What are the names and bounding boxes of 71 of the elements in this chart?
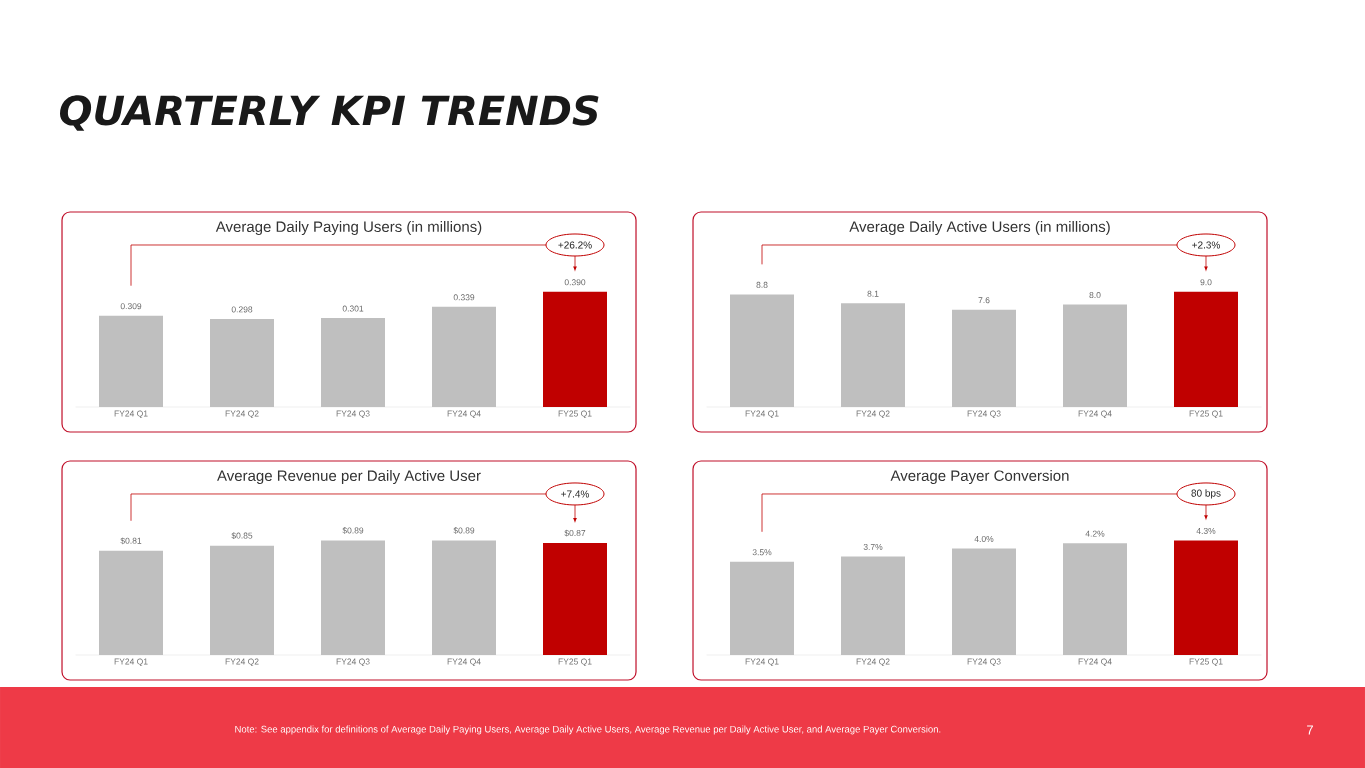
- bar: [321, 318, 386, 407]
- data-label: 4.0%: [974, 535, 994, 542]
- data-label: 0.309: [120, 303, 142, 310]
- text: QUARTERLY KPI TRENDS: [59, 95, 599, 131]
- x-tick-label: FY24 Q4: [447, 658, 481, 667]
- data-label: 3.5%: [752, 549, 772, 556]
- bar: [99, 550, 164, 655]
- text: +7.4%: [561, 490, 589, 498]
- x-tick-label: FY24 Q3: [336, 410, 370, 419]
- bar: [1063, 304, 1127, 407]
- data-label: $0.81: [120, 537, 142, 545]
- text: +2.3%: [1192, 241, 1220, 249]
- x-tick-label: FY25 Q1: [1189, 658, 1223, 667]
- data-label: 8.1: [867, 290, 879, 297]
- x-tick-label: FY24 Q4: [1078, 658, 1112, 667]
- data-label: 8.8: [756, 281, 768, 288]
- chart-title: Average Revenue per Daily Active User: [217, 470, 481, 484]
- bar: [952, 548, 1016, 655]
- bar: [99, 315, 164, 407]
- x-tick-label: FY24 Q4: [447, 410, 481, 419]
- bar: [210, 318, 275, 407]
- text: +26.2%: [558, 241, 592, 249]
- data-label: 0.301: [342, 305, 364, 312]
- bar: [1174, 291, 1238, 407]
- x-tick-label: FY24 Q4: [1078, 410, 1112, 419]
- data-label: 9.0: [1200, 279, 1212, 286]
- text: Note: See appendix for definitions of Average Daily Paying Users, Average Daily Active Users, Average Revenue per Daily Active User, and Average Payer Conversion.: [235, 725, 941, 735]
- text: 80 bps: [1191, 489, 1221, 499]
- bar: [730, 561, 795, 655]
- text: 7: [1307, 725, 1313, 735]
- bar: [543, 291, 607, 407]
- bar: [432, 540, 497, 655]
- bar: [1063, 543, 1127, 655]
- data-label: $0.89: [453, 527, 475, 534]
- bar: [1174, 540, 1238, 655]
- bar: [841, 556, 906, 655]
- x-tick-label: FY24 Q2: [225, 658, 259, 667]
- x-tick-label: FY25 Q1: [558, 410, 592, 419]
- x-tick-label: FY24 Q3: [967, 410, 1001, 419]
- x-tick-label: FY24 Q2: [225, 410, 259, 419]
- x-tick-label: FY24 Q3: [967, 658, 1001, 667]
- x-tick-label: FY24 Q2: [856, 658, 890, 667]
- chart-title: Average Daily Paying Users (in millions): [215, 221, 482, 235]
- bar: [730, 294, 795, 407]
- data-label: 0.298: [231, 306, 253, 313]
- data-label: 0.390: [564, 279, 586, 286]
- bar: [321, 540, 386, 655]
- bar: [841, 303, 906, 407]
- data-label: 4.2%: [1085, 530, 1105, 537]
- bar: [210, 545, 275, 655]
- data-label: $0.89: [342, 527, 364, 534]
- x-tick-label: FY24 Q1: [745, 410, 779, 419]
- chart-title: Average Payer Conversion: [890, 470, 1069, 484]
- bar: [952, 309, 1016, 407]
- data-label: $0.85: [231, 532, 253, 540]
- x-tick-label: FY25 Q1: [558, 658, 592, 667]
- x-tick-label: FY24 Q2: [856, 410, 890, 419]
- chart-title: Average Daily Active Users (in millions): [849, 221, 1110, 235]
- x-tick-label: FY25 Q1: [1189, 410, 1223, 419]
- bar: [543, 543, 607, 655]
- data-label: 7.6: [978, 297, 990, 304]
- x-tick-label: FY24 Q1: [114, 410, 148, 419]
- data-label: 8.0: [1089, 292, 1101, 299]
- data-label: $0.87: [564, 529, 586, 537]
- data-label: 0.339: [453, 294, 475, 301]
- data-label: 4.3%: [1196, 527, 1216, 534]
- x-tick-label: FY24 Q3: [336, 658, 370, 667]
- x-tick-label: FY24 Q1: [745, 658, 779, 667]
- data-label: 3.7%: [863, 543, 883, 550]
- bar: [432, 306, 497, 407]
- x-tick-label: FY24 Q1: [114, 658, 148, 667]
